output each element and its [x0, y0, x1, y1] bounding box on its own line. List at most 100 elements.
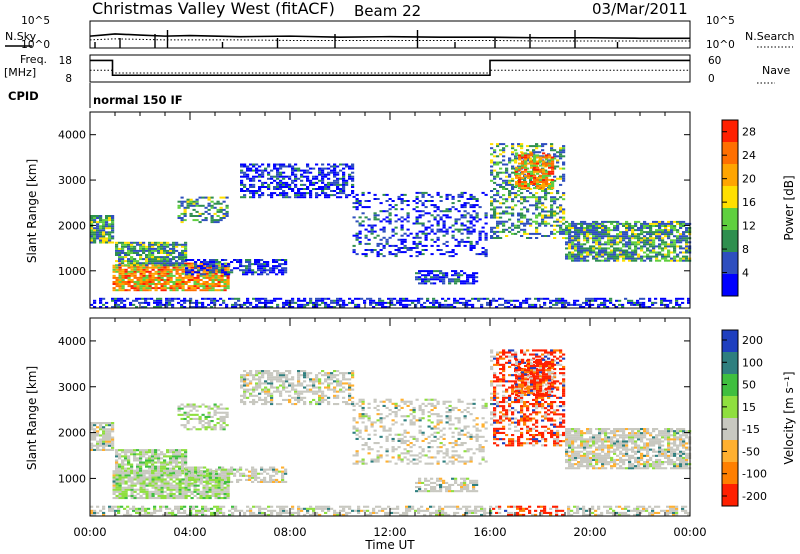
data-cell: [499, 161, 503, 164]
data-cell: [181, 461, 185, 464]
data-cell: [222, 217, 226, 219]
data-cell: [187, 470, 191, 473]
data-cell: [201, 301, 205, 304]
data-cell: [112, 490, 116, 493]
data-cell: [451, 198, 455, 200]
data-cell: [93, 432, 97, 435]
data-cell: [517, 143, 521, 146]
data-cell: [309, 297, 313, 300]
data-cell: [226, 266, 230, 269]
data-cell: [541, 145, 545, 148]
data-cell: [548, 170, 552, 173]
data-cell: [214, 289, 218, 292]
data-cell: [178, 285, 182, 288]
data-cell: [163, 258, 167, 261]
data-cell: [606, 299, 610, 302]
data-cell: [127, 480, 131, 483]
data-cell: [403, 218, 407, 221]
data-cell: [157, 472, 161, 475]
data-cell: [652, 243, 656, 246]
data-cell: [148, 459, 152, 462]
data-cell: [589, 233, 593, 236]
data-cell: [163, 482, 167, 485]
data-cell: [622, 255, 626, 258]
data-cell: [237, 297, 241, 300]
data-cell: [535, 165, 539, 168]
data-cell: [345, 181, 349, 184]
data-cell: [108, 424, 112, 427]
data-cell: [548, 164, 552, 167]
data-cell: [172, 480, 176, 483]
data-cell: [218, 472, 222, 475]
data-cell: [207, 202, 211, 205]
data-cell: [169, 467, 173, 470]
data-cell: [330, 169, 334, 172]
data-cell: [652, 220, 656, 223]
data-cell: [577, 231, 581, 234]
data-cell: [206, 265, 210, 268]
data-cell: [521, 166, 525, 169]
data-cell: [406, 216, 410, 219]
data-cell: [177, 204, 181, 207]
data-cell: [189, 202, 193, 205]
data-cell: [466, 274, 470, 277]
data-cell: [524, 158, 528, 161]
data-cell: [157, 268, 161, 271]
data-cell: [551, 183, 555, 185]
data-cell: [571, 257, 575, 260]
data-cell: [427, 272, 431, 275]
data-cell: [196, 474, 200, 477]
data-cell: [318, 171, 322, 174]
data-cell: [270, 181, 274, 184]
data-cell: [118, 264, 122, 267]
data-cell: [202, 476, 206, 479]
data-cell: [221, 271, 225, 274]
data-cell: [415, 272, 419, 275]
data-cell: [378, 299, 382, 302]
data-cell: [613, 253, 617, 256]
data-cell: [115, 285, 119, 288]
data-cell: [430, 278, 434, 281]
data-cell: [136, 463, 140, 466]
data-cell: [445, 230, 449, 233]
data-cell: [472, 282, 476, 285]
data-cell: [537, 299, 541, 302]
data-cell: [204, 405, 208, 408]
data-cell: [514, 149, 518, 152]
data-cell: [102, 235, 106, 238]
data-cell: [521, 187, 525, 190]
data-cell: [93, 438, 97, 441]
data-cell: [121, 455, 125, 458]
data-cell: [336, 171, 340, 174]
data-cell: [257, 269, 261, 272]
data-cell: [195, 428, 199, 431]
data-cell: [282, 181, 286, 184]
noise-left-tick-bottom: 10^0: [21, 39, 50, 51]
data-cell: [474, 297, 478, 300]
data-cell: [598, 235, 602, 238]
data-cell: [151, 247, 155, 250]
data-cell: [154, 482, 158, 485]
data-cell: [157, 476, 161, 479]
data-cell: [613, 229, 617, 232]
data-cell: [601, 231, 605, 234]
data-cell: [642, 303, 646, 306]
data-cell: [169, 486, 173, 489]
data-cell: [200, 261, 204, 263]
data-cell: [351, 163, 355, 166]
chart-title: Christmas Valley West (fitACF): [92, 0, 335, 18]
data-cell: [145, 276, 149, 279]
data-cell: [148, 245, 152, 248]
data-cell: [388, 218, 392, 221]
data-cell: [248, 269, 252, 272]
data-cell: [330, 171, 334, 174]
data-cell: [278, 271, 282, 274]
data-cell: [284, 271, 288, 274]
data-cell: [484, 212, 488, 215]
data-cell: [258, 306, 262, 308]
data-cell: [472, 210, 476, 213]
data-cell: [263, 468, 267, 471]
data-cell: [217, 482, 221, 485]
data-cell: [156, 303, 160, 306]
